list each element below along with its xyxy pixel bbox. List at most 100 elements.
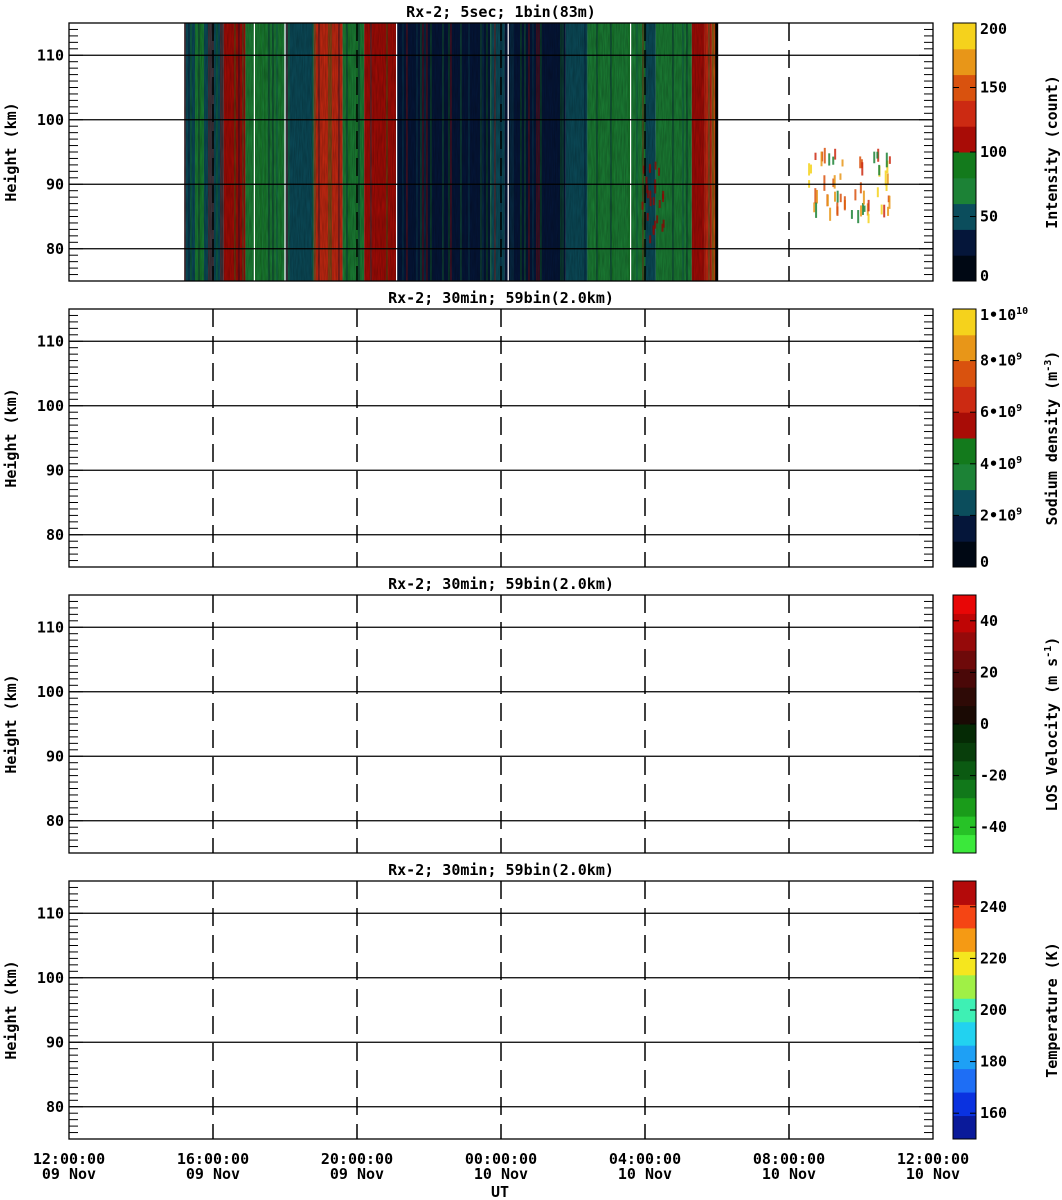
x-tick-date: 10 Nov <box>906 1165 960 1183</box>
colorbar-swatch <box>953 904 976 929</box>
colorbar-swatch <box>953 668 976 688</box>
y-tick-label: 80 <box>46 240 64 258</box>
colorbar-swatch <box>953 1045 976 1070</box>
colorbar-swatch <box>953 48 976 76</box>
y-axis-label: Height (km) <box>2 960 20 1059</box>
data-feature <box>867 199 870 212</box>
colorbar-label: Sodium density (m-3) <box>1043 351 1061 526</box>
data-feature <box>834 191 837 202</box>
colorbar-tick-label: 0 <box>980 715 989 733</box>
colorbar-tick-label: 2•109 <box>980 506 1022 524</box>
data-feature <box>876 151 879 159</box>
colorbar-swatch <box>953 23 976 50</box>
panel-title: Rx-2; 30min; 59bin(2.0km) <box>388 575 614 593</box>
data-feature <box>860 205 863 217</box>
intensity-heatmap <box>184 23 891 281</box>
colorbar-tick-label: 0 <box>980 553 989 571</box>
colorbar-swatch <box>953 1021 976 1046</box>
panel-4: Rx-2; 30min; 59bin(2.0km) 80 90 100 110 Heigh… <box>2 861 1061 1140</box>
x-tick-date: 10 Nov <box>762 1165 816 1183</box>
colorbar-tick-label: 20 <box>980 663 998 681</box>
data-feature <box>867 213 870 224</box>
y-tick-label: 90 <box>46 1033 64 1051</box>
y-tick-label: 90 <box>46 747 64 765</box>
data-feature <box>823 175 826 191</box>
y-tick-label: 80 <box>46 812 64 830</box>
colorbar-swatch <box>953 541 976 568</box>
data-feature <box>878 164 881 176</box>
x-tick-time: 08:00:00 <box>753 1150 825 1168</box>
colorbar-swatch <box>953 998 976 1023</box>
colorbar-swatch <box>953 203 976 230</box>
x-tick-time: 12:00:00 <box>897 1150 969 1168</box>
colorbar-swatch <box>953 489 976 516</box>
colorbar-swatch <box>953 334 976 362</box>
panel-3: Rx-2; 30min; 59bin(2.0km) 80 90 100 110 Heigh… <box>2 575 1061 854</box>
colorbar: -40 -20 0 20 40 LOS Velocity (m s-1) <box>952 594 1061 854</box>
colorbar-swatch <box>953 724 976 743</box>
colorbar-swatch <box>953 816 976 836</box>
data-feature <box>815 189 818 204</box>
colorbar-swatch <box>953 797 976 817</box>
colorbar-tick-label: 4•109 <box>980 455 1022 473</box>
colorbar-tick-label: 100 <box>980 143 1007 161</box>
colorbar-swatch <box>953 974 976 999</box>
x-tick-date: 09 Nov <box>186 1165 240 1183</box>
data-feature <box>884 170 887 186</box>
y-axis-label: Height (km) <box>2 102 20 201</box>
x-tick-time: 20:00:00 <box>321 1150 393 1168</box>
data-feature <box>861 202 864 215</box>
colorbar: 160 180 200 220 240 Temperature (K) <box>952 880 1061 1140</box>
colorbar-swatch <box>953 881 976 905</box>
colorbar-tick-label: -40 <box>980 818 1007 836</box>
colorbar-label: Temperature (K) <box>1043 942 1061 1077</box>
data-feature <box>883 204 886 218</box>
colorbar-swatch <box>953 687 976 707</box>
colorbar-tick-label: 0 <box>980 267 989 285</box>
data-feature <box>857 210 860 224</box>
y-tick-label: 100 <box>37 969 64 987</box>
x-tick-date: 09 Nov <box>330 1165 384 1183</box>
data-feature <box>839 173 842 180</box>
data-feature <box>823 147 826 164</box>
colorbar-swatch <box>953 412 976 439</box>
data-feature <box>836 202 839 215</box>
colorbar-swatch <box>953 927 976 952</box>
colorbar-swatch <box>953 74 976 101</box>
data-feature <box>859 182 862 194</box>
x-tick-time: 00:00:00 <box>465 1150 537 1168</box>
y-tick-label: 90 <box>46 175 64 193</box>
colorbar-tick-label: 50 <box>980 208 998 226</box>
colorbar-swatch <box>953 438 976 465</box>
colorbar-swatch <box>953 1068 976 1093</box>
y-axis-label: Height (km) <box>2 674 20 773</box>
data-feature <box>888 195 891 209</box>
colorbar-tick-label: 220 <box>980 949 1007 967</box>
x-tick-time: 16:00:00 <box>177 1150 249 1168</box>
colorbar-swatch <box>953 309 976 336</box>
data-feature <box>836 190 839 203</box>
y-tick-label: 110 <box>37 618 64 636</box>
x-tick-date: 09 Nov <box>42 1165 96 1183</box>
colorbar-tick-label: 200 <box>980 1001 1007 1019</box>
y-tick-label: 110 <box>37 904 64 922</box>
colorbar-swatch <box>953 595 976 614</box>
colorbar-tick-label: 150 <box>980 79 1007 97</box>
data-feature <box>832 156 835 165</box>
data-feature <box>863 205 866 212</box>
colorbar-tick-label: 200 <box>980 20 1007 38</box>
colorbar-tick-label: 180 <box>980 1053 1007 1071</box>
data-feature <box>887 206 890 216</box>
colorbar-swatch <box>953 650 976 670</box>
colorbar-label: LOS Velocity (m s-1) <box>1043 637 1061 812</box>
colorbar-tick-label: 240 <box>980 898 1007 916</box>
y-tick-label: 100 <box>37 397 64 415</box>
data-feature <box>815 202 818 218</box>
data-feature <box>885 152 888 168</box>
data-feature <box>820 151 823 167</box>
x-tick-time: 04:00:00 <box>609 1150 681 1168</box>
data-feature <box>873 151 876 164</box>
data-feature <box>880 204 883 215</box>
y-tick-label: 100 <box>37 111 64 129</box>
